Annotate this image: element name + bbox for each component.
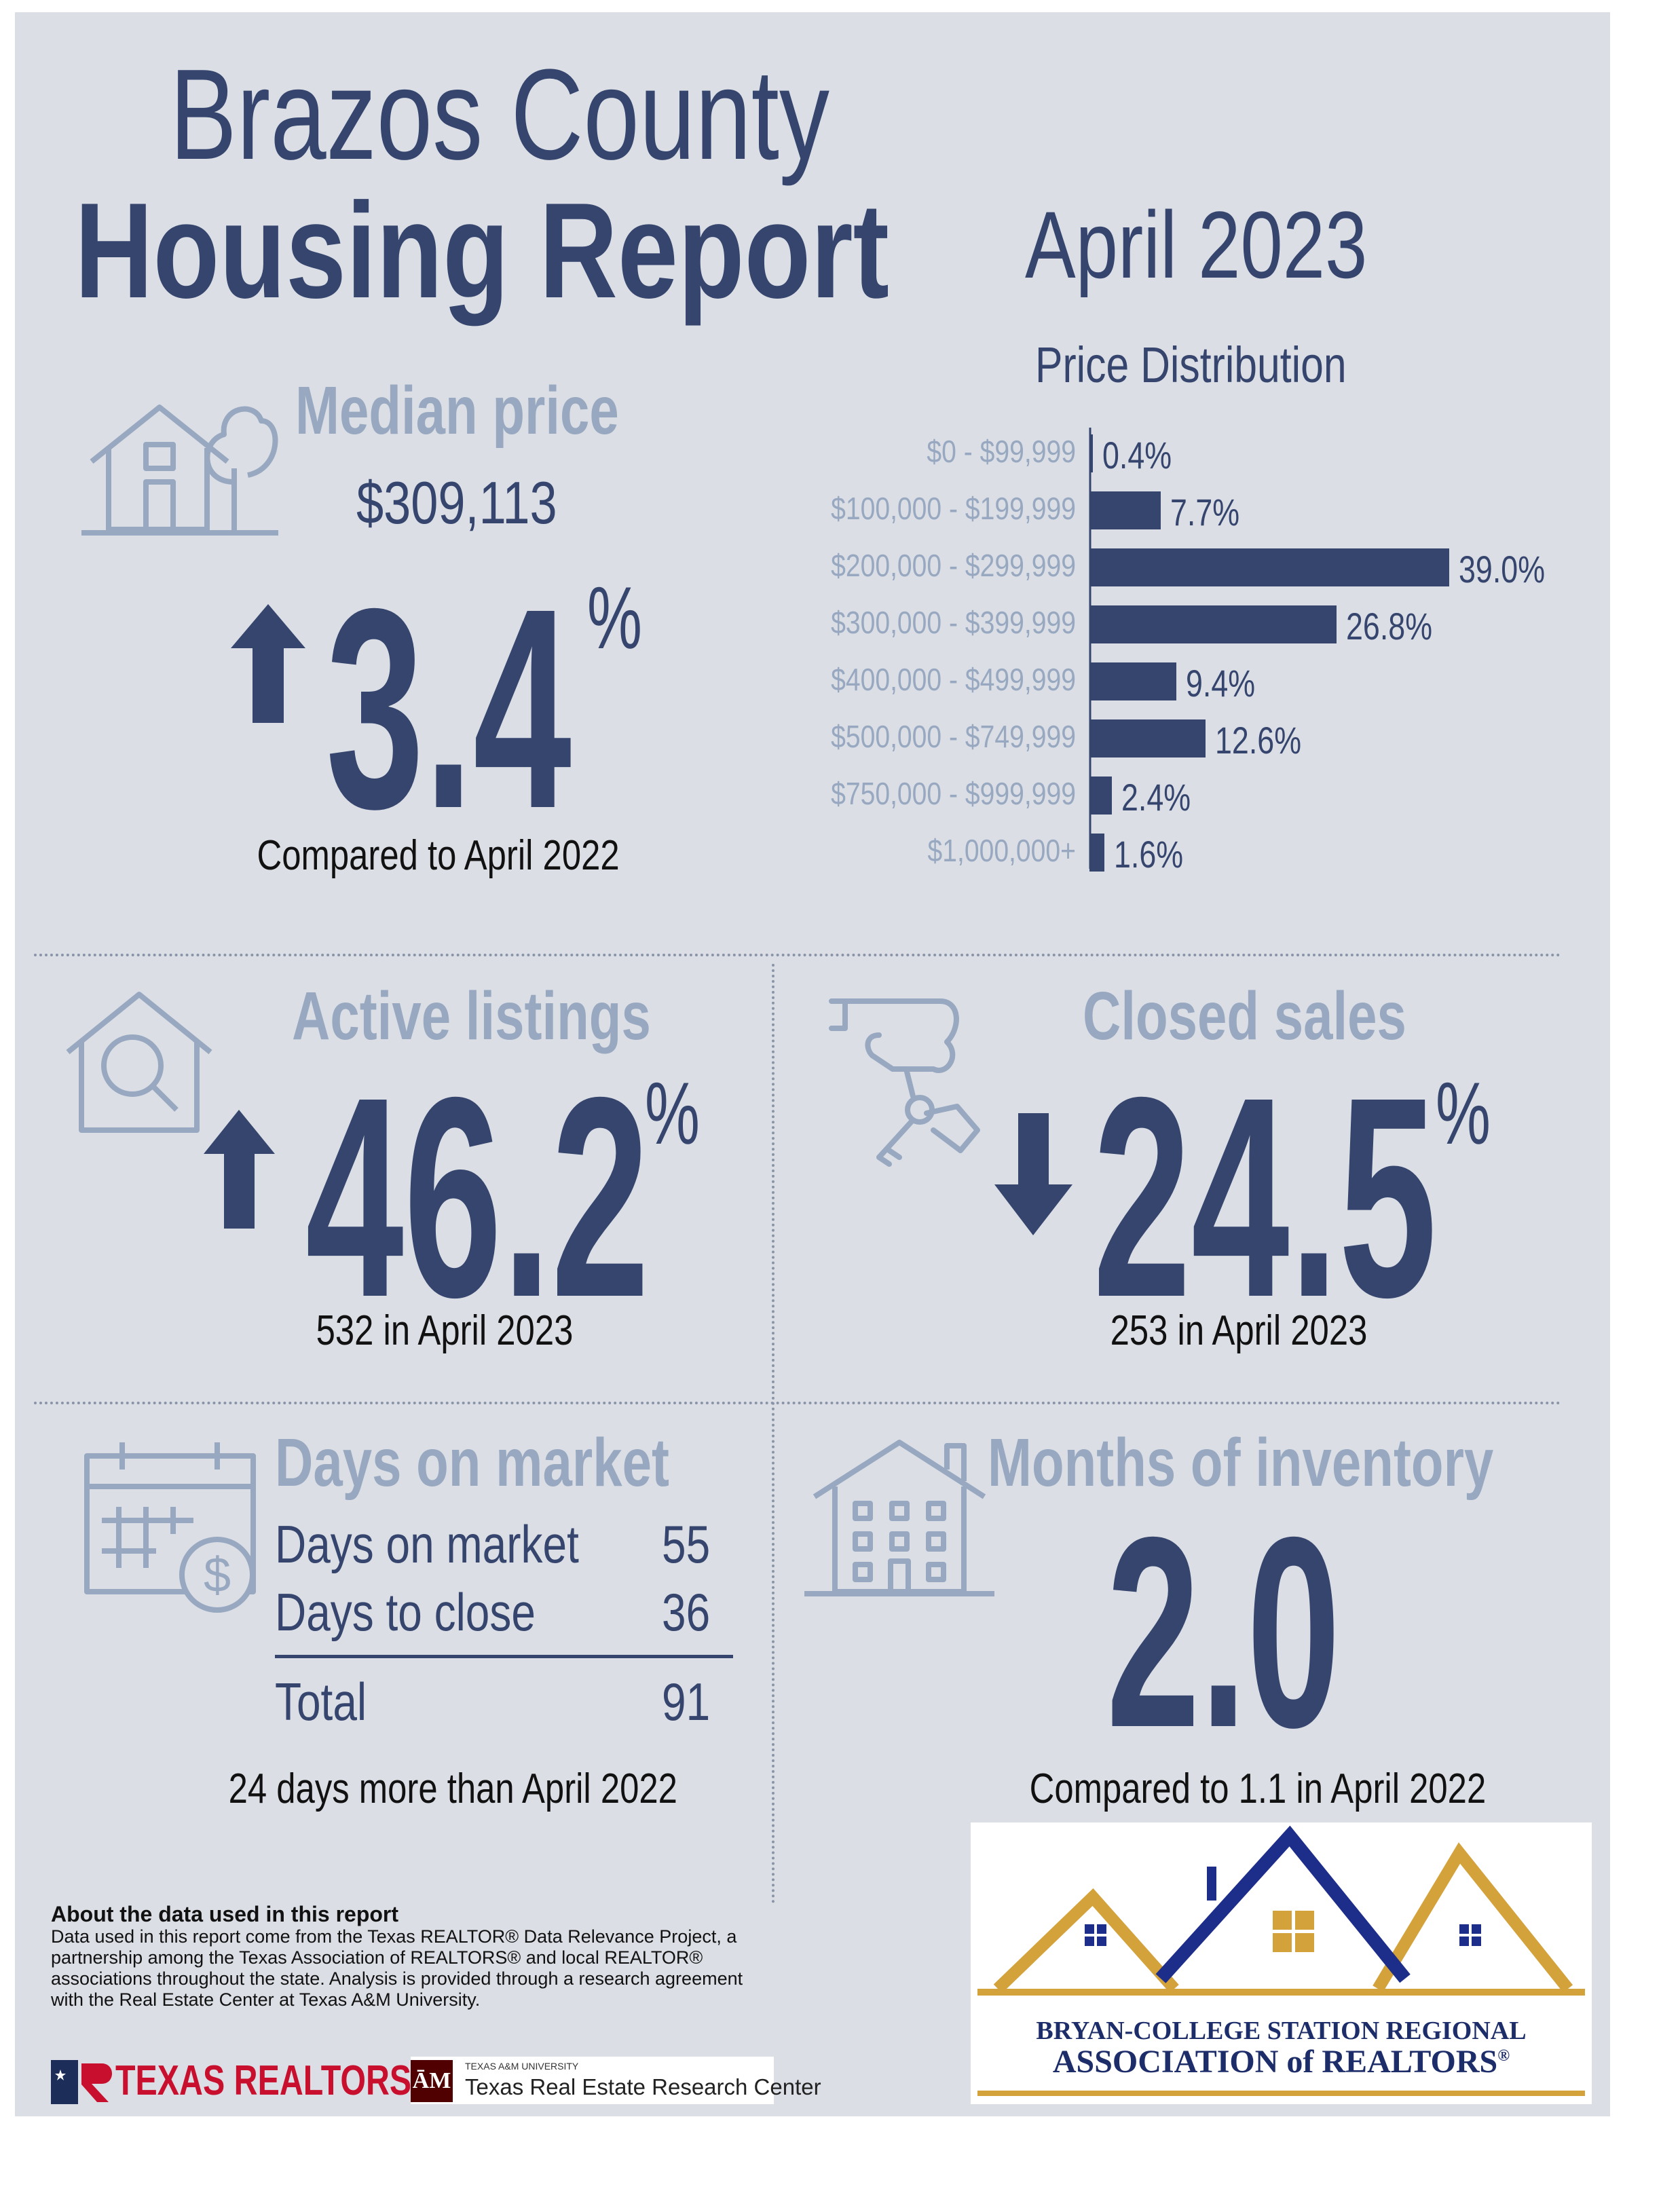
price-bar (1089, 605, 1337, 643)
tamu-small-text: TEXAS A&M UNIVERSITY (465, 2061, 579, 2072)
price-bar (1089, 491, 1161, 529)
texas-realtors-wordmark: TEXAS REALTORS (115, 2057, 412, 2104)
report-period: April 2023 (1025, 191, 1368, 298)
apartment-building-icon (804, 1440, 994, 1596)
bcs-bottom-rule (977, 2091, 1585, 2096)
price-bar (1089, 662, 1176, 700)
days-on-market-caption: 24 days more than April 2022 (228, 1765, 677, 1812)
category-label: $300,000 - $399,999 (831, 605, 1076, 640)
title-line2: Housing Report (75, 175, 889, 326)
hand-with-keys-icon (829, 998, 980, 1167)
bar-value-label: 26.8% (1346, 605, 1433, 648)
price-bar (1089, 434, 1094, 472)
bar-value-label: 39.0% (1459, 548, 1546, 591)
title-line1: Brazos County (170, 43, 829, 187)
bcs-association-logo: BRYAN-COLLEGE STATION REGIONAL ASSOCIATI… (971, 1822, 1592, 2104)
arrow-up-icon (231, 604, 305, 723)
active-listings-percent-sign: % (645, 1064, 700, 1163)
category-label: $100,000 - $199,999 (831, 491, 1076, 526)
closed-sales-caption: 253 in April 2023 (1110, 1307, 1368, 1354)
category-label: $200,000 - $299,999 (831, 548, 1076, 583)
texas-realtors-logo-mark (51, 2060, 112, 2104)
bcs-line2: ASSOCIATION of REALTORS (1052, 2044, 1498, 2080)
tamu-center-text: Texas Real Estate Research Center (465, 2074, 821, 2099)
category-label: $0 - $99,999 (927, 434, 1076, 469)
divider-middle (34, 1402, 1561, 1404)
median-price-percent-sign: % (587, 568, 642, 667)
dom-total-value: 91 (662, 1672, 711, 1732)
calendar-dollar-icon: $ (84, 1442, 256, 1613)
active-listings-heading: Active listings (292, 978, 651, 1054)
bcs-line1: BRYAN-COLLEGE STATION REGIONAL (1036, 2017, 1527, 2045)
category-label: $750,000 - $999,999 (831, 776, 1076, 811)
report-panel (15, 12, 1610, 2116)
median-price-value: $309,113 (356, 469, 557, 536)
tamu-logo: ĀM TEXAS A&M UNIVERSITY Texas Real Estat… (411, 2057, 821, 2104)
divider-vertical (772, 964, 774, 1904)
median-price-heading: Median price (295, 373, 619, 449)
median-price-change: 3.4 (326, 550, 572, 868)
months-inventory-caption: Compared to 1.1 in April 2022 (1029, 1765, 1487, 1812)
bar-value-label: 1.6% (1113, 833, 1183, 876)
price-bar (1089, 719, 1206, 757)
about-body: Data used in this report come from the T… (51, 1926, 743, 2010)
active-listings-caption: 532 in April 2023 (316, 1307, 574, 1354)
dom-total-label: Total (275, 1672, 367, 1732)
closed-sales-change: 24.5 (1093, 1039, 1437, 1357)
house-magnifier-icon (66, 992, 212, 1133)
price-bar (1089, 548, 1449, 586)
closed-sales-percent-sign: % (1436, 1064, 1491, 1163)
dom-total-rule (275, 1655, 733, 1658)
price-bar (1089, 777, 1112, 815)
about-heading: About the data used in this report (51, 1902, 399, 1926)
category-label: $500,000 - $749,999 (831, 719, 1076, 754)
dom-row-label-2: Days to close (275, 1582, 536, 1642)
bar-value-label: 2.4% (1121, 776, 1191, 819)
bar-value-label: 12.6% (1215, 719, 1302, 762)
chart-title: Price Distribution (1035, 337, 1347, 393)
divider-top (34, 954, 1561, 956)
dom-row-label-1: Days on market (275, 1514, 579, 1574)
bar-value-label: 9.4% (1185, 662, 1255, 705)
days-on-market-heading: Days on market (275, 1425, 669, 1501)
median-price-caption: Compared to April 2022 (257, 832, 620, 879)
months-inventory-value: 2.0 (1106, 1480, 1341, 1784)
svg-text:$: $ (204, 1548, 231, 1603)
tamu-mark-icon: ĀM (411, 2060, 453, 2102)
dom-row-value-2: 36 (662, 1582, 711, 1642)
months-inventory-heading: Months of inventory (988, 1425, 1494, 1501)
dom-row-value-1: 55 (662, 1514, 711, 1574)
bcs-reg-mark: ® (1497, 2047, 1510, 2065)
arrow-up-icon (204, 1110, 275, 1229)
bar-value-label: 7.7% (1170, 491, 1239, 534)
closed-sales-heading: Closed sales (1083, 978, 1406, 1054)
arrow-down-icon (994, 1113, 1072, 1235)
price-bar (1089, 834, 1104, 872)
category-label: $1,000,000+ (927, 833, 1076, 868)
bar-value-label: 0.4% (1102, 434, 1172, 476)
about-data-note: About the data used in this report Data … (51, 1902, 764, 2010)
house-with-tree-icon (81, 405, 278, 536)
category-label: $400,000 - $499,999 (831, 662, 1076, 697)
active-listings-change: 46.2 (305, 1039, 650, 1357)
